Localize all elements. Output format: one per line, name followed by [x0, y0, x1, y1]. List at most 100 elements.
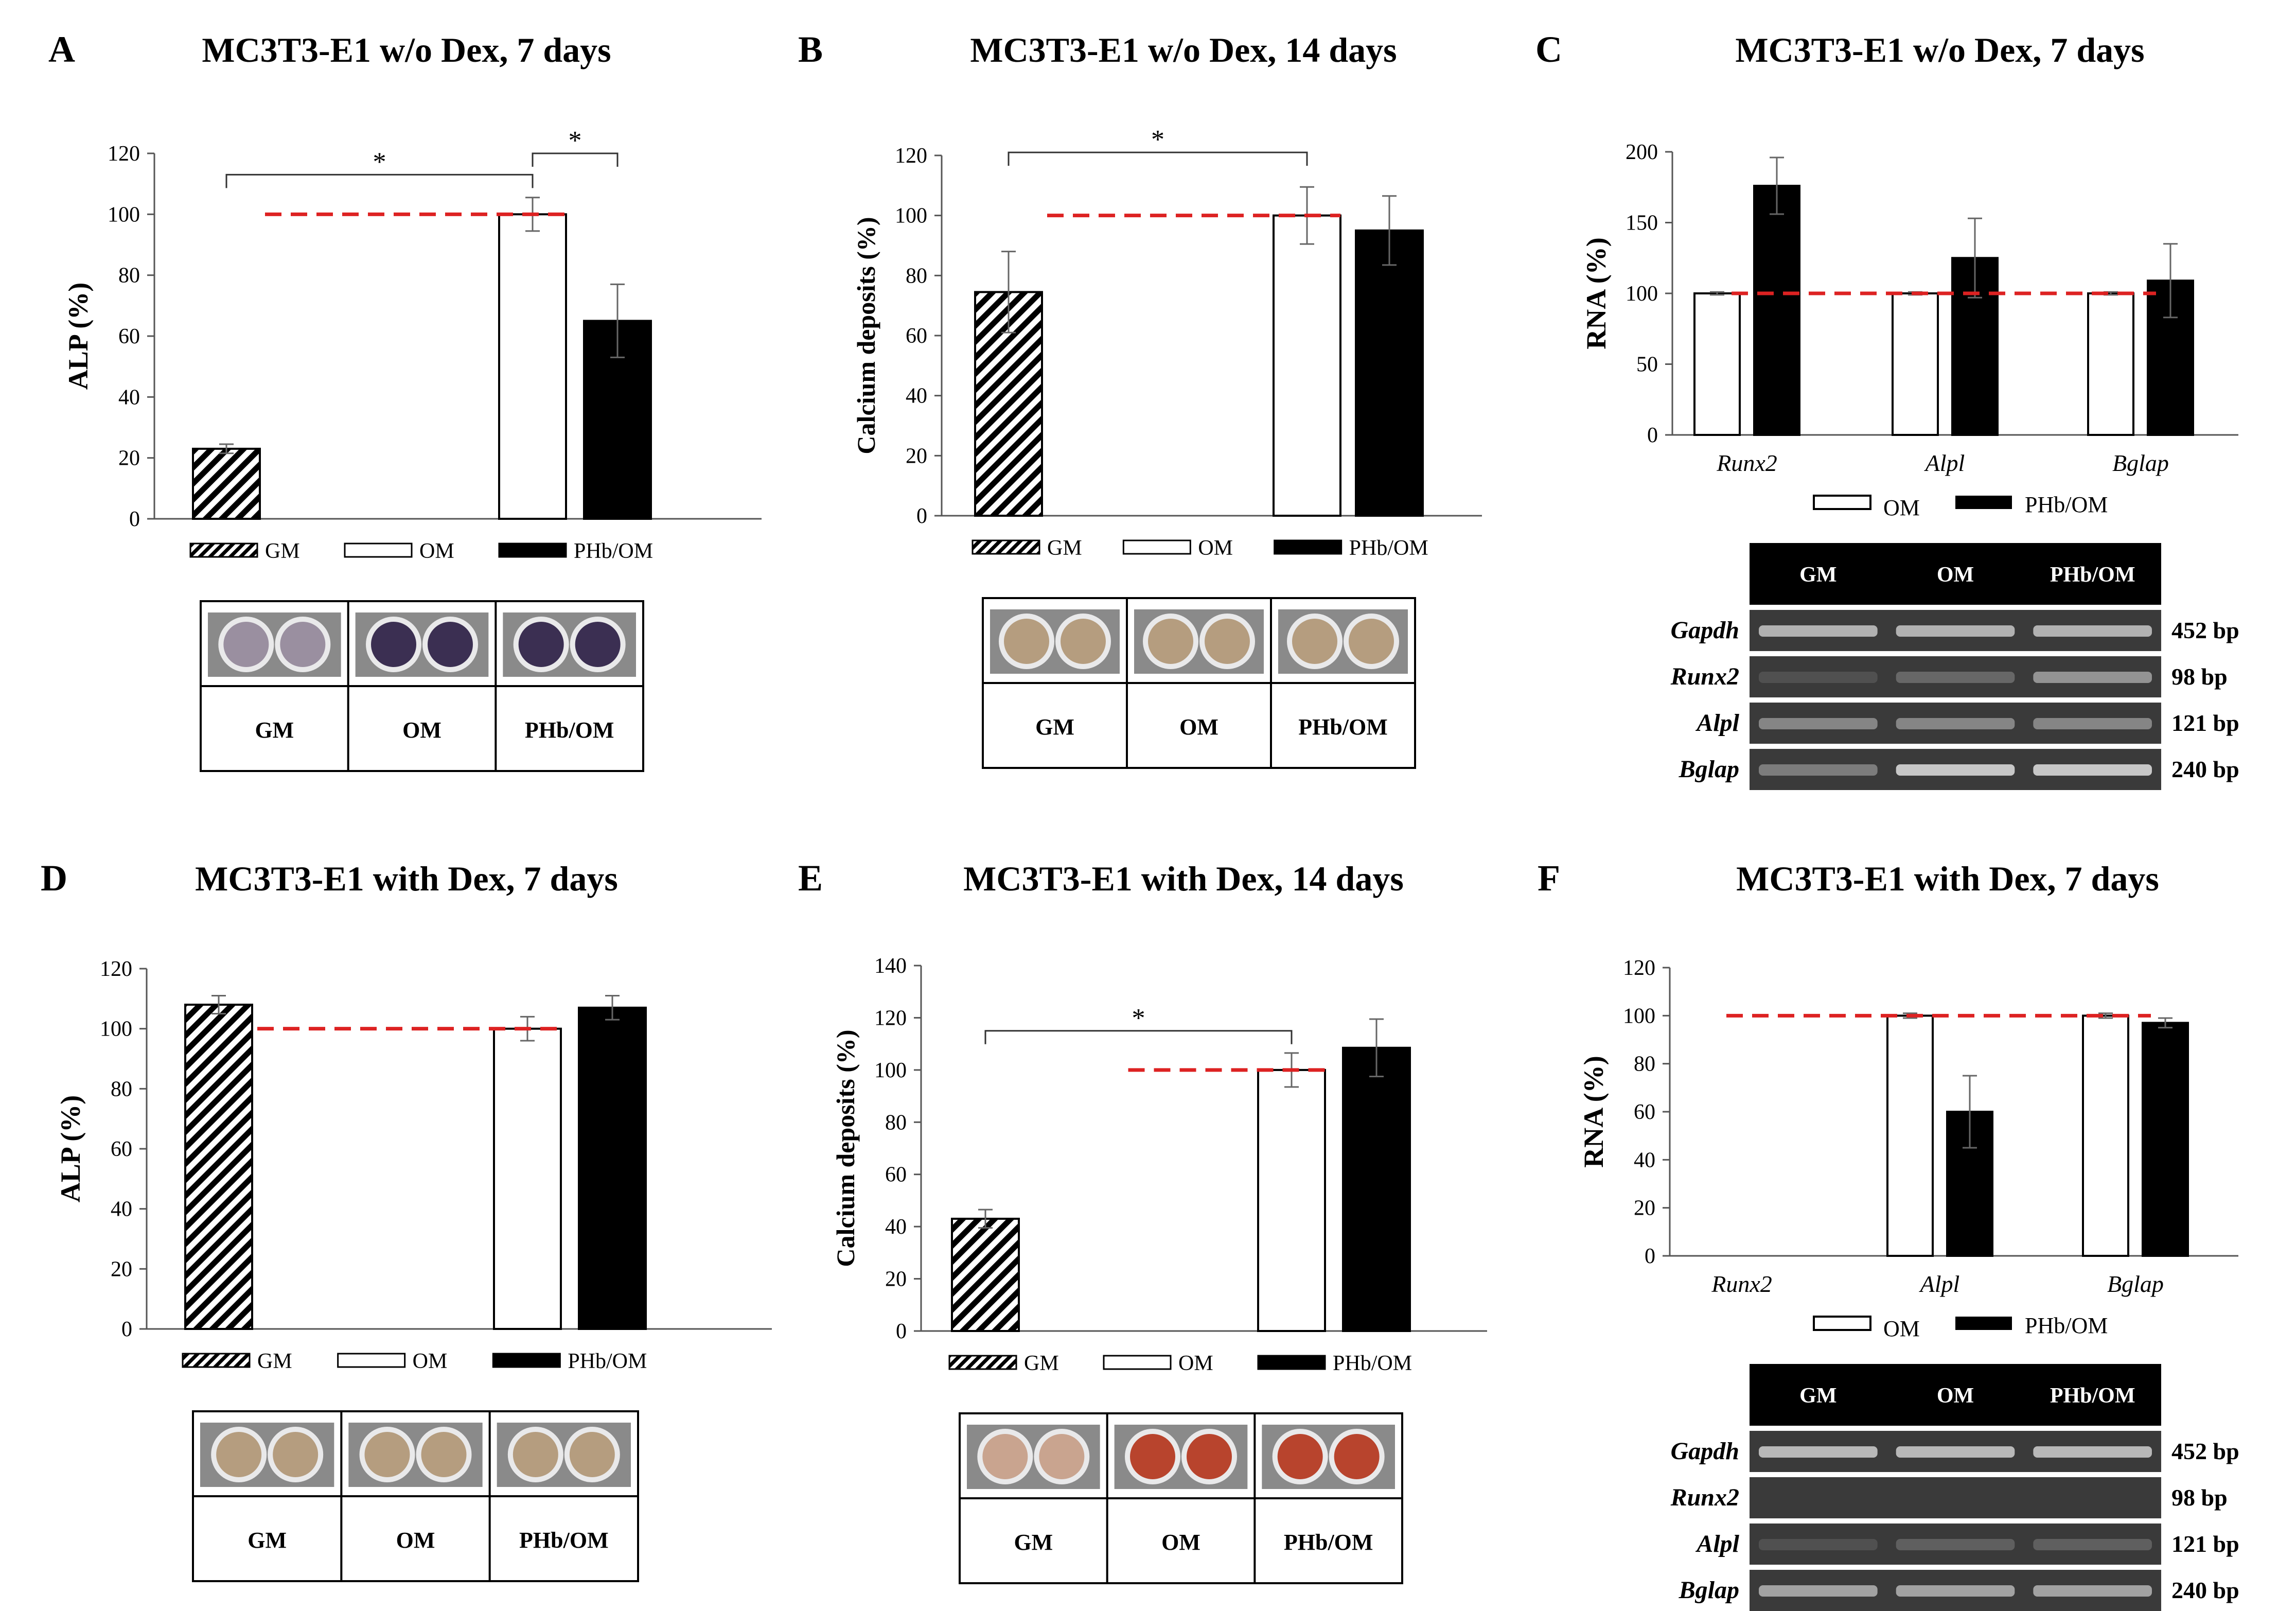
y-tick-label: 100: [100, 1018, 132, 1041]
well: [1205, 619, 1250, 664]
well: [371, 622, 416, 667]
gel-bp-label: 452 bp: [2171, 1438, 2239, 1464]
legend-label: GM: [257, 1350, 292, 1373]
y-tick-label: 150: [1626, 212, 1658, 235]
gel-band: [1896, 1539, 2015, 1550]
legend-label: PHb/OM: [568, 1350, 647, 1373]
bar-om: [498, 213, 567, 520]
legend-swatch: [189, 542, 258, 558]
legend-swatch: [1257, 1355, 1326, 1370]
gel-bp-label: 121 bp: [2171, 1531, 2239, 1557]
gel-header: [1750, 543, 2161, 605]
category-label: Runx2: [1716, 450, 1777, 476]
y-tick-label: 60: [885, 1163, 907, 1187]
well-label: OM: [396, 1528, 435, 1553]
significance-star: *: [1151, 125, 1164, 154]
legend-label-phb: PHb/OM: [2025, 492, 2108, 517]
gel-gene-label: Gapdh: [1671, 617, 1739, 644]
well-label: PHb/OM: [525, 717, 614, 743]
significance-bracket: [1008, 151, 1308, 166]
gel-gene-label: Alpl: [1695, 1530, 1739, 1557]
gel-bp-label: 452 bp: [2171, 617, 2239, 643]
well: [1130, 1434, 1175, 1479]
well: [1148, 619, 1193, 664]
well: [575, 622, 621, 667]
legend-label: GM: [1047, 536, 1082, 560]
legend-swatch: [1274, 539, 1343, 555]
panel-b: B MC3T3-E1 w/o Dex, 14 days 0 20 40 60 80 100 12…: [798, 29, 1482, 769]
well: [569, 1432, 615, 1477]
well-label: OM: [1161, 1530, 1200, 1555]
bar-phb-om: [1342, 1046, 1411, 1332]
y-tick-label: 80: [118, 264, 140, 288]
panel-letter: C: [1535, 29, 1562, 70]
y-tick-label: 20: [885, 1268, 907, 1291]
y-axis-label: Calcium deposits (%): [852, 217, 880, 454]
legend-swatch: [337, 1353, 406, 1368]
y-tick-label: 80: [885, 1111, 907, 1134]
category-label: Alpl: [1919, 1271, 1960, 1297]
y-tick-label: 0: [121, 1318, 132, 1341]
panel-c: C MC3T3-E1 w/o Dex, 7 days 0 50 100 150 200 RNA…: [1535, 29, 2239, 790]
legend-swatch-om: [1813, 1316, 1871, 1331]
well: [1061, 619, 1106, 664]
well: [1039, 1434, 1085, 1479]
chart-title: MC3T3-E1 w/o Dex, 7 days: [202, 30, 611, 69]
gel-gene-label: Gapdh: [1671, 1438, 1739, 1465]
panel-letter: A: [48, 29, 75, 70]
y-tick-label: 140: [874, 954, 907, 978]
gel-row: [1750, 1524, 2161, 1565]
legend-swatch: [972, 539, 1040, 555]
legend-swatch: [948, 1355, 1017, 1370]
gel-header: [1750, 1364, 2161, 1426]
well-label: PHb/OM: [1298, 714, 1388, 740]
gel-band: [1896, 764, 2015, 776]
legend-swatch: [498, 542, 567, 558]
gel-bp-label: 240 bp: [2171, 1577, 2239, 1603]
y-tick-label: 60: [111, 1137, 132, 1161]
gel-band: [1759, 1446, 1878, 1458]
bar-gm: [951, 1217, 1020, 1332]
well: [982, 1434, 1028, 1479]
panel-letter: B: [798, 29, 823, 70]
bar-gm: [192, 447, 261, 520]
well: [428, 622, 473, 667]
y-axis-label: ALP (%): [55, 1095, 86, 1203]
legend-label: OM: [1198, 536, 1233, 560]
gel-band: [1896, 1585, 2015, 1597]
category-label: Runx2: [1711, 1271, 1772, 1297]
well: [518, 622, 564, 667]
bar-om-alpl: [1892, 292, 1939, 436]
y-tick-label: 200: [1626, 141, 1658, 164]
y-tick-label: 80: [1634, 1053, 1655, 1076]
y-tick-label: 40: [906, 384, 927, 408]
legend-swatch: [344, 542, 413, 558]
well-label: OM: [1179, 714, 1218, 740]
gel-gene-label: Runx2: [1670, 1484, 1739, 1511]
y-tick-label: 120: [895, 144, 927, 168]
gel-header-label: GM: [1799, 1384, 1836, 1408]
significance-star: *: [1132, 1004, 1145, 1033]
bar-om-alpl: [1886, 1014, 1934, 1257]
gel-gene-label: Bglap: [1679, 1577, 1739, 1604]
y-tick-label: 100: [1626, 282, 1658, 306]
y-tick-label: 100: [874, 1059, 907, 1082]
gel-band: [2033, 718, 2152, 729]
legend-label: OM: [419, 539, 454, 563]
well-label: GM: [248, 1528, 287, 1553]
panel-e: E MC3T3-E1 with Dex, 14 days 0 20 40 60 80 100 1…: [798, 857, 1487, 1584]
significance-bracket: [532, 152, 619, 167]
y-tick-label: 20: [118, 447, 140, 470]
gel-band: [1896, 1446, 2015, 1458]
y-axis-label: ALP (%): [63, 283, 94, 390]
bar-gm: [184, 1004, 253, 1330]
gel-band: [2033, 625, 2152, 637]
significance-bracket: [984, 1030, 1293, 1044]
gel-band: [2033, 764, 2152, 776]
y-tick-label: 60: [1634, 1100, 1655, 1124]
well-label: GM: [1014, 1530, 1053, 1555]
gel-band: [1759, 625, 1878, 637]
legend-label: PHb/OM: [1333, 1352, 1412, 1375]
gel-band: [1759, 764, 1878, 776]
